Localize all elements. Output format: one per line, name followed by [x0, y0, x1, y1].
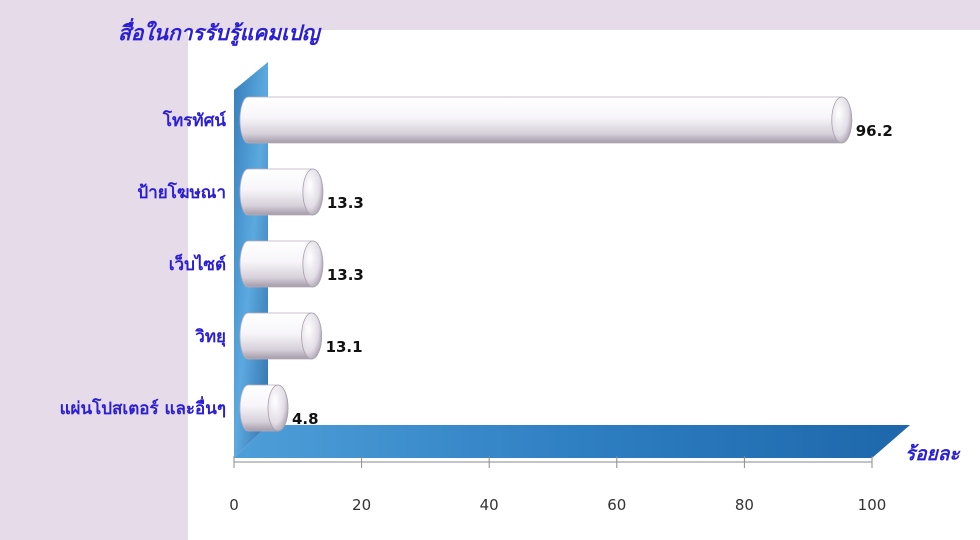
category-label: แผ่นโปสเตอร์ และอื่นๆ — [60, 396, 226, 419]
x-tick-label: 40 — [480, 496, 499, 514]
bar-group — [239, 384, 289, 432]
x-tick-label: 0 — [229, 496, 239, 514]
chart-title: สื่อในการรับรู้แคมเปญ — [118, 18, 323, 46]
category-label: เว็บไซต์ — [169, 252, 226, 275]
bar-group — [239, 96, 853, 144]
bar-group — [239, 240, 324, 288]
value-label: 13.3 — [327, 194, 364, 212]
bar-group — [239, 312, 322, 360]
x-axis-title: ร้อยละ — [905, 443, 961, 465]
bar-end-cap — [302, 168, 324, 216]
x-tick-label: 80 — [735, 496, 754, 514]
bar — [239, 96, 853, 144]
x-tick-label: 20 — [352, 496, 371, 514]
x-tick-label: 100 — [858, 496, 887, 514]
bar-group — [239, 168, 324, 216]
x-tick-label: 60 — [607, 496, 626, 514]
value-label: 13.1 — [326, 338, 363, 356]
chart-floor — [234, 425, 910, 458]
category-label: ป้ายโฆษณา — [137, 182, 226, 203]
value-label: 96.2 — [856, 122, 893, 140]
bar-end-cap — [831, 96, 853, 144]
bar-end-cap — [267, 384, 289, 432]
category-label: โทรทัศน์ — [162, 110, 226, 131]
bars-layer: โทรทัศน์ 96.2 ป้ายโฆษณา 13.3 เว็บไซต์ 13.3 วิท… — [60, 96, 893, 432]
bar-end-cap — [301, 312, 322, 360]
category-label: วิทยุ — [195, 327, 226, 347]
ticks-layer: 0 20 40 60 80 100 — [229, 456, 886, 514]
value-label: 4.8 — [292, 410, 319, 428]
bar-end-cap — [302, 240, 324, 288]
value-label: 13.3 — [327, 266, 364, 284]
